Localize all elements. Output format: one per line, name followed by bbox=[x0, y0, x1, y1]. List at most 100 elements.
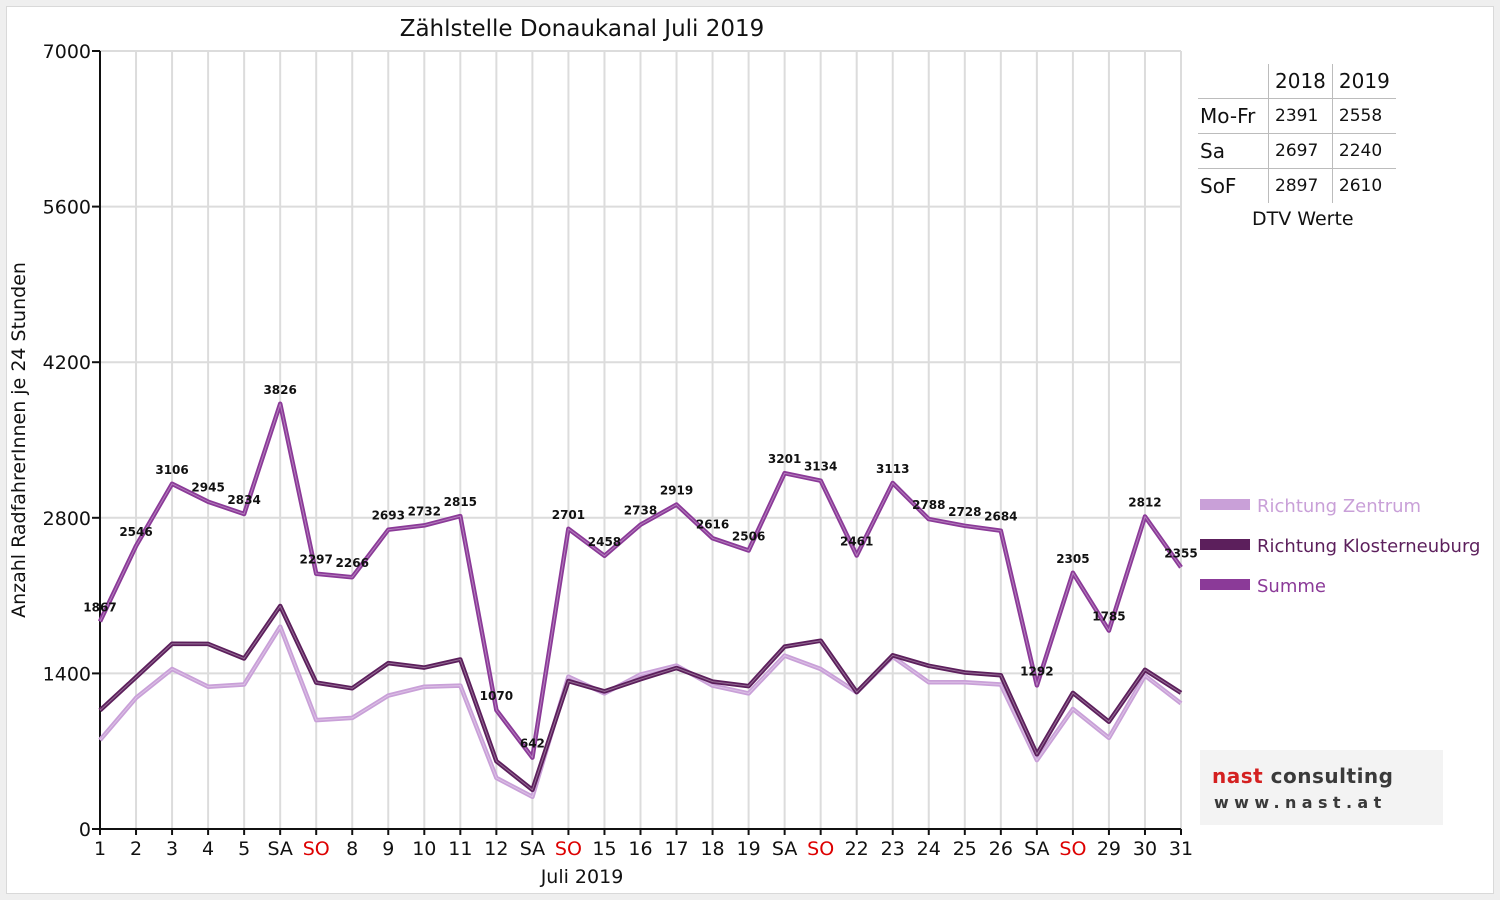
data-label: 2458 bbox=[588, 535, 621, 549]
x-axis-label: Juli 2019 bbox=[540, 866, 624, 888]
data-label: 1292 bbox=[1020, 664, 1053, 678]
dtv-row-label: SoF bbox=[1200, 174, 1237, 198]
dtv-header-row: 2018 2019 bbox=[1198, 64, 1396, 99]
data-label: 642 bbox=[520, 737, 545, 751]
x-tick-label: 1 bbox=[94, 838, 106, 860]
dtv-row-mofr: Mo-Fr 2391 2558 bbox=[1198, 98, 1396, 134]
x-tick-label: 31 bbox=[1169, 838, 1193, 860]
x-tick-label: 29 bbox=[1097, 838, 1121, 860]
data-label: 2297 bbox=[299, 553, 332, 567]
x-tick-label: 18 bbox=[700, 838, 724, 860]
x-tick-label: 26 bbox=[989, 838, 1013, 860]
y-tick-label: 0 bbox=[79, 819, 91, 841]
dtv-cell-2019: 2558 bbox=[1331, 98, 1396, 134]
legend-label: Richtung Klosterneuburg bbox=[1257, 536, 1480, 557]
x-tick-label: 4 bbox=[202, 838, 214, 860]
legend-label: Richtung Zentrum bbox=[1257, 496, 1421, 517]
dtv-row-sa: Sa 2697 2240 bbox=[1198, 133, 1396, 169]
x-tick-label: 2 bbox=[130, 838, 142, 860]
data-label: 1867 bbox=[83, 600, 116, 614]
x-tick-label: SO bbox=[1059, 838, 1086, 860]
data-label: 3106 bbox=[155, 463, 188, 477]
dtv-row-label: Mo-Fr bbox=[1198, 98, 1269, 134]
y-tick-label: 2800 bbox=[43, 508, 91, 530]
data-label: 2506 bbox=[732, 529, 765, 543]
data-label: 3826 bbox=[263, 383, 296, 397]
y-axis-label: Anzahl RadfahrerInnen je 24 Stunden bbox=[8, 262, 30, 618]
axes bbox=[92, 50, 1182, 835]
x-tick-label: 10 bbox=[412, 838, 436, 860]
dtv-cell-2019: 2240 bbox=[1331, 133, 1396, 169]
logo-url: www.nast.at bbox=[1214, 793, 1387, 812]
data-label: 2919 bbox=[660, 484, 693, 498]
dtv-table: 2018 2019 Mo-Fr 2391 2558 Sa 2697 2240 S… bbox=[1198, 64, 1396, 203]
logo-name: nast consulting bbox=[1212, 764, 1393, 788]
dtv-cell-2019: 2610 bbox=[1331, 168, 1396, 203]
legend-swatch bbox=[1200, 539, 1250, 550]
data-label: 2815 bbox=[444, 495, 477, 509]
legend-swatch bbox=[1200, 499, 1250, 510]
x-tick-label: 11 bbox=[448, 838, 472, 860]
data-label: 2788 bbox=[912, 498, 945, 512]
x-tick-label: SA bbox=[772, 838, 797, 860]
series-line bbox=[97, 401, 1183, 760]
grid-lines bbox=[100, 50, 1182, 829]
dtv-header-2019: 2019 bbox=[1331, 64, 1396, 99]
data-label: 2693 bbox=[372, 509, 405, 523]
x-tick-label: 15 bbox=[592, 838, 616, 860]
data-label: 2684 bbox=[984, 510, 1017, 524]
data-label: 2305 bbox=[1056, 552, 1089, 566]
x-tick-label: SO bbox=[303, 838, 330, 860]
dtv-caption: DTV Werte bbox=[1252, 208, 1354, 230]
data-label: 2355 bbox=[1164, 546, 1197, 560]
x-tick-label: SO bbox=[555, 838, 582, 860]
data-label: 2945 bbox=[191, 481, 224, 495]
x-tick-label: 23 bbox=[881, 838, 905, 860]
dtv-cell-2018: 2391 bbox=[1268, 98, 1333, 134]
x-tick-label: 30 bbox=[1133, 838, 1157, 860]
series-line-highlight bbox=[99, 403, 1182, 759]
dtv-cell-2018: 2697 bbox=[1268, 133, 1333, 169]
data-label: 3113 bbox=[876, 462, 909, 476]
x-tick-label: 19 bbox=[737, 838, 761, 860]
data-label: 2728 bbox=[948, 505, 981, 519]
x-tick-label: 24 bbox=[917, 838, 941, 860]
data-label: 2738 bbox=[624, 504, 657, 518]
series-line bbox=[98, 624, 1183, 800]
logo-name-part2: consulting bbox=[1270, 764, 1394, 788]
chart-title: Zählstelle Donaukanal Juli 2019 bbox=[400, 16, 765, 42]
data-label: 3134 bbox=[804, 460, 837, 474]
dtv-row-sof: SoF 2897 2610 bbox=[1198, 168, 1396, 203]
series-line-highlight bbox=[99, 605, 1182, 791]
x-tick-label: SA bbox=[267, 838, 292, 860]
data-label: 2616 bbox=[696, 517, 729, 531]
x-tick-label: 16 bbox=[628, 838, 652, 860]
y-tick-label: 4200 bbox=[43, 352, 91, 374]
series-lines bbox=[97, 401, 1183, 800]
data-label: 2701 bbox=[552, 508, 585, 522]
x-tick-label: SA bbox=[520, 838, 545, 860]
dtv-header-2018: 2018 bbox=[1268, 64, 1333, 99]
x-tick-label: 8 bbox=[346, 838, 358, 860]
x-tick-label: 3 bbox=[166, 838, 178, 860]
dtv-row-label: Sa bbox=[1198, 133, 1269, 169]
legend-swatch bbox=[1200, 579, 1250, 590]
x-tick-label: 25 bbox=[953, 838, 977, 860]
data-label: 2812 bbox=[1128, 495, 1161, 509]
data-label: 2732 bbox=[408, 504, 441, 518]
legend-label: Summe bbox=[1257, 576, 1326, 597]
dtv-header-empty bbox=[1198, 64, 1269, 99]
x-tick-label: 5 bbox=[238, 838, 250, 860]
data-label: 3201 bbox=[768, 452, 801, 466]
data-label: 2461 bbox=[840, 534, 873, 548]
data-label: 2266 bbox=[336, 556, 369, 570]
x-tick-label: 9 bbox=[382, 838, 394, 860]
y-tick-label: 5600 bbox=[43, 197, 91, 219]
data-label: 1070 bbox=[480, 689, 513, 703]
x-tick-label: 12 bbox=[484, 838, 508, 860]
company-logo: nast consulting www.nast.at bbox=[1200, 750, 1443, 825]
x-tick-label: SA bbox=[1024, 838, 1049, 860]
